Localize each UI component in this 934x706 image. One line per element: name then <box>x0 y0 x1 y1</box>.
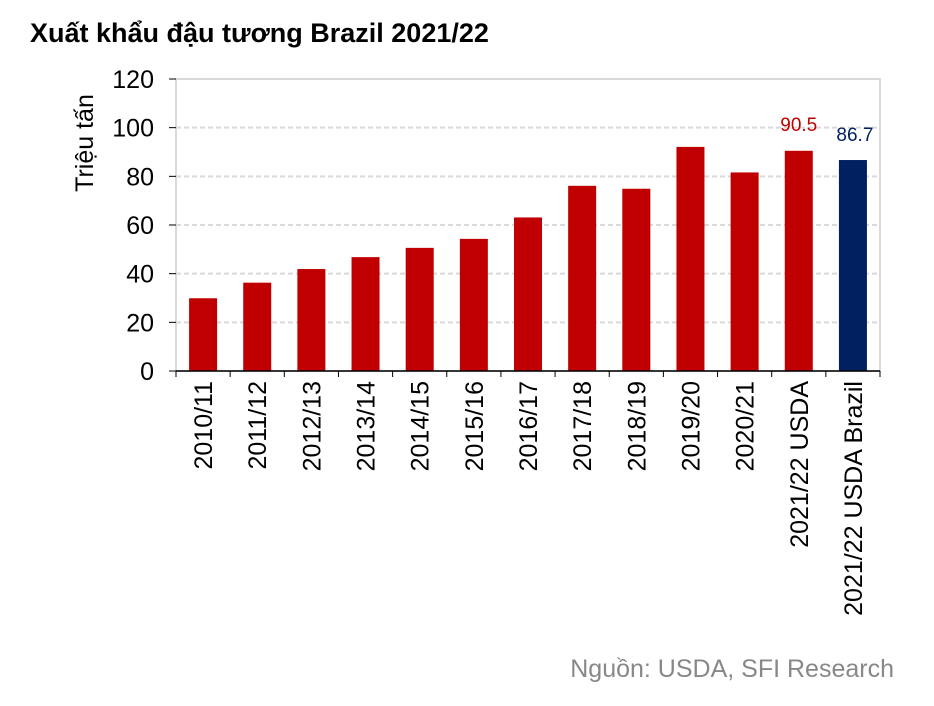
bar <box>568 185 597 371</box>
y-tick-label: 20 <box>126 309 154 337</box>
x-tick-label: 2014/15 <box>407 381 435 471</box>
x-tick-label: 2012/13 <box>298 381 326 471</box>
y-tick-label: 0 <box>140 358 154 386</box>
x-tick-label: 2010/11 <box>190 381 218 470</box>
bars <box>189 146 867 371</box>
x-axis-ticks: 2010/11 2011/12 2012/13 2013/14 2014/15 2015/… <box>175 371 881 616</box>
bar <box>189 298 218 371</box>
data-label: 86.7 <box>836 125 873 146</box>
bar <box>405 247 434 371</box>
x-tick-label: 2020/21 <box>732 381 760 471</box>
bar <box>622 188 651 371</box>
x-tick-label: 2016/17 <box>515 381 543 471</box>
bar <box>676 146 705 371</box>
y-tick-label: 60 <box>126 212 154 240</box>
x-tick-label: 2011/12 <box>244 381 272 470</box>
source-note: Nguồn: USDA, SFI Research <box>570 655 894 683</box>
y-tick-label: 100 <box>112 115 154 143</box>
y-axis-ticks: 0 20 40 60 80 100 120 <box>112 66 176 386</box>
x-tick-label: 2013/14 <box>353 381 381 471</box>
y-axis-label: Triệu tấn <box>71 94 99 192</box>
bar <box>297 269 326 371</box>
data-labels: 90.5 86.7 <box>780 115 873 146</box>
bar <box>730 172 759 371</box>
bar <box>514 217 542 371</box>
y-tick-label: 120 <box>112 66 154 94</box>
bar <box>459 238 488 371</box>
data-label: 90.5 <box>780 115 817 136</box>
x-tick-label: 2021/22 USDA <box>786 381 814 548</box>
bar <box>243 282 272 371</box>
bar <box>784 150 813 371</box>
x-tick-label: 2018/19 <box>623 381 651 471</box>
x-tick-label: 2019/20 <box>677 381 705 471</box>
x-tick-label: 2015/16 <box>461 381 489 471</box>
y-tick-label: 80 <box>126 163 154 191</box>
y-tick-label: 40 <box>126 261 154 289</box>
chart-title: Xuất khẩu đậu tương Brazil 2021/22 <box>30 18 489 48</box>
bar <box>838 160 867 371</box>
x-tick-label: 2021/22 USDA Brazil <box>840 381 868 616</box>
bar <box>351 257 380 371</box>
x-tick-label: 2017/18 <box>569 381 597 471</box>
